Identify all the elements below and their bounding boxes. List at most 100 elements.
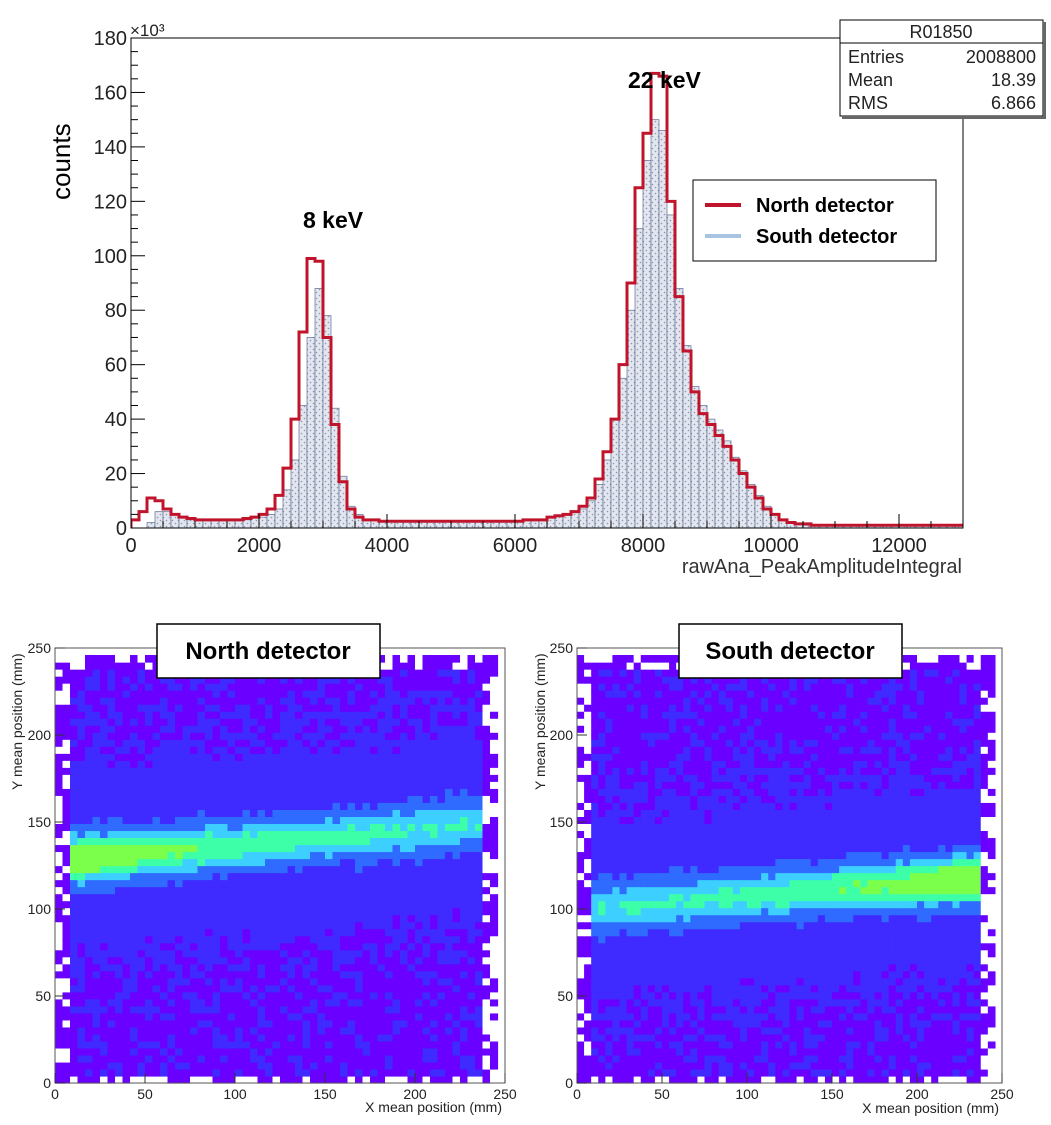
heatmap-cell: [931, 1068, 939, 1077]
heatmap-cell: [115, 1047, 124, 1056]
heatmap-cell: [385, 1068, 394, 1077]
heatmap-cell: [107, 942, 116, 951]
heatmap-cell: [437, 991, 446, 1000]
heatmap-cell: [167, 725, 176, 733]
y-tick-label: 100: [94, 246, 127, 268]
heatmap-cell: [902, 1047, 911, 1056]
heatmap-cell: [235, 858, 244, 867]
heatmap-cell: [362, 1068, 371, 1077]
heatmap-cell: [415, 1054, 424, 1063]
heatmap-cell: [302, 795, 311, 803]
heatmap-cell: [704, 1012, 713, 1021]
heatmap-cell: [881, 998, 890, 1007]
heatmap-cell: [115, 725, 124, 733]
heatmap-cell: [62, 998, 71, 1007]
heatmap-cell: [591, 1054, 599, 1063]
heatmap-cell: [295, 900, 304, 909]
heatmap-cell: [400, 655, 409, 663]
heatmap-cell: [846, 1026, 854, 1035]
heatmap-cell: [683, 1033, 691, 1042]
heatmap-cell: [437, 788, 446, 796]
heatmap-cell: [317, 1054, 326, 1063]
heatmap-cell: [302, 970, 311, 979]
heatmap-cell: [152, 1005, 161, 1014]
heatmap-cell: [980, 1019, 989, 1028]
heatmap-cell: [789, 984, 798, 993]
heatmap-cell: [860, 949, 869, 958]
heatmap-cell: [422, 662, 431, 670]
heatmap-cell: [152, 760, 161, 768]
heatmap-cell: [55, 1019, 64, 1028]
heatmap-cell: [415, 1033, 424, 1042]
heatmap-cell: [839, 949, 847, 958]
heatmap-cell: [265, 879, 274, 888]
heatmap-cell: [220, 753, 229, 761]
heatmap-cell: [640, 949, 649, 958]
heatmap-cell: [250, 900, 259, 909]
heatmap-cell: [355, 802, 364, 810]
heatmap-cell: [100, 998, 109, 1007]
heatmap-cell: [205, 809, 214, 817]
heatmap-cell: [980, 1075, 989, 1084]
heatmap-cell: [452, 858, 461, 867]
heatmap-cell: [945, 1012, 954, 1021]
heatmap-cell: [362, 760, 371, 768]
heatmap-cell: [197, 851, 206, 860]
heatmap-cell: [137, 858, 146, 867]
heatmap-cell: [482, 655, 491, 663]
heatmap-cell: [370, 718, 379, 726]
heatmap-cell: [803, 1040, 812, 1049]
heatmap-cell: [445, 865, 454, 874]
heatmap-cell: [287, 865, 296, 874]
heatmap-cell: [85, 907, 94, 916]
heatmap-cell: [92, 893, 101, 902]
heatmap-cell: [924, 984, 932, 993]
heatmap-cell: [197, 935, 206, 944]
heatmap-cell: [280, 858, 289, 867]
heatmap-cell: [70, 900, 79, 909]
heatmap-cell: [874, 963, 883, 972]
heatmap-cell: [683, 963, 691, 972]
heatmap-cell: [612, 1033, 621, 1042]
heatmap-cell: [137, 718, 146, 726]
heatmap-cell: [212, 942, 221, 951]
heatmap-cell: [280, 907, 289, 916]
heatmap-cell: [385, 942, 394, 951]
heatmap-cell: [980, 1054, 989, 1063]
heatmap-cell: [220, 1033, 229, 1042]
heatmap-cell: [137, 914, 146, 923]
heatmap-cell: [725, 1047, 734, 1056]
heatmap-cell: [452, 1012, 461, 1021]
heatmap-cell: [739, 984, 748, 993]
heatmap-cell: [70, 746, 79, 754]
heatmap-cell: [130, 1047, 139, 1056]
heatmap-cell: [400, 774, 409, 782]
heatmap-cell: [152, 725, 161, 733]
heatmap-cell: [145, 1033, 154, 1042]
heatmap-cell: [370, 1054, 379, 1063]
heatmap-cell: [175, 921, 184, 930]
heatmap-cell: [475, 739, 484, 747]
heatmap-cell: [415, 928, 424, 937]
heatmap-cell: [100, 1068, 109, 1077]
heatmap-cell: [846, 956, 854, 965]
heatmap-cell: [775, 977, 784, 986]
heatmap-cell: [362, 865, 371, 874]
heatmap-cell: [662, 1040, 670, 1049]
heatmap-cell: [122, 683, 131, 691]
heatmap-cell: [70, 1061, 79, 1070]
heatmap-cell: [407, 823, 416, 832]
heatmap-cell: [704, 1047, 713, 1056]
heatmap-cell: [662, 1026, 670, 1035]
heatmap-cell: [938, 1054, 946, 1063]
heatmap-cell: [85, 1033, 94, 1042]
heatmap-cell: [895, 1075, 904, 1084]
heatmap-cell: [475, 886, 484, 895]
heatmap-cell: [100, 753, 109, 761]
heatmap-cell: [422, 970, 431, 979]
heatmap-cell: [895, 991, 904, 1000]
heatmap-cell: [747, 949, 755, 958]
heatmap-cell: [980, 970, 989, 979]
heatmap-cell: [197, 1047, 206, 1056]
heatmap-cell: [803, 1012, 812, 1021]
